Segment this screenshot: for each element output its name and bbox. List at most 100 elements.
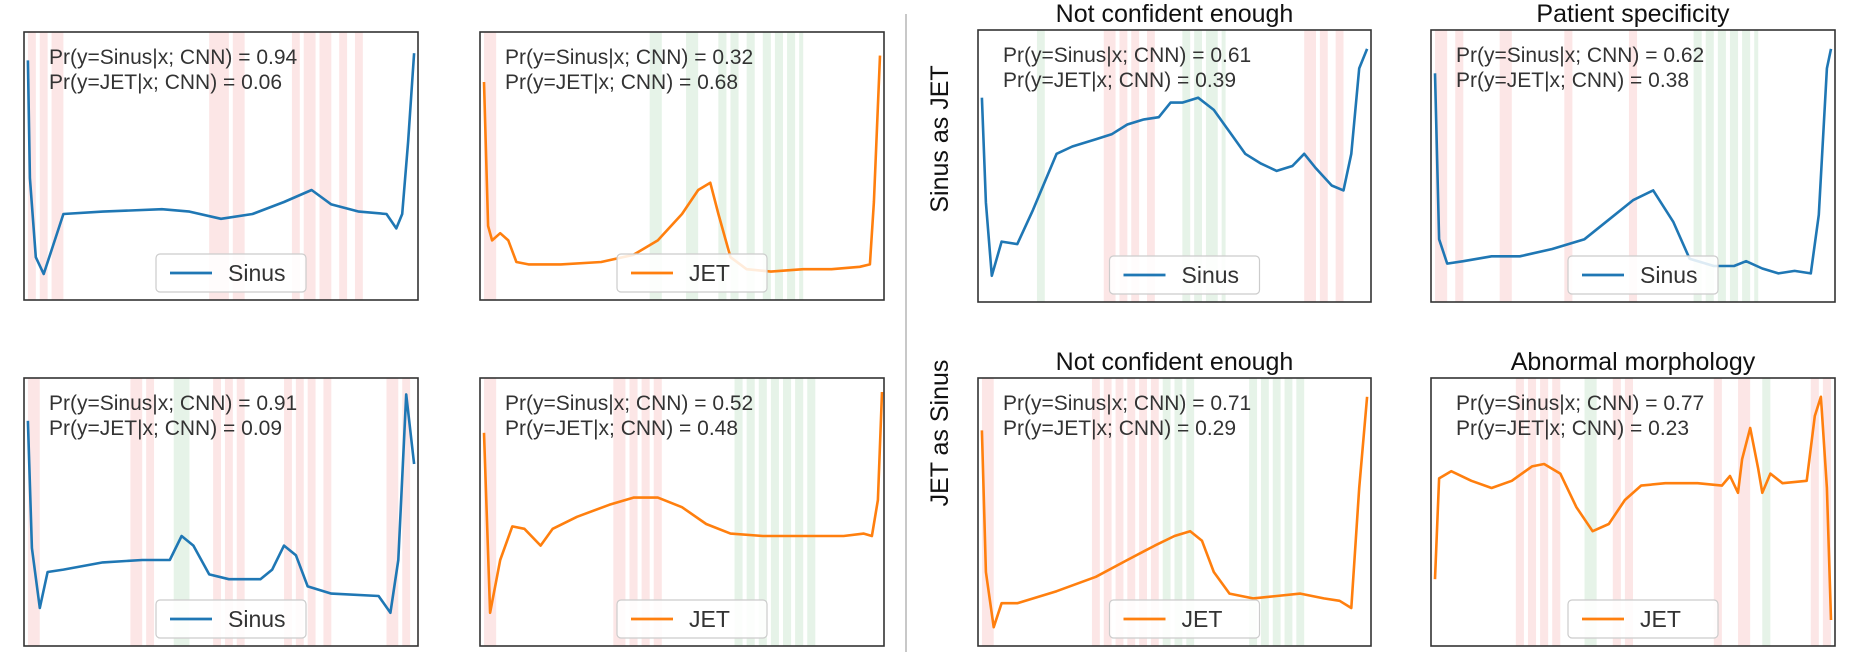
legend-box	[155, 253, 307, 293]
red-band	[1127, 378, 1136, 646]
axes-frame	[1430, 29, 1836, 303]
legend-label: JET	[689, 606, 730, 632]
red-band	[354, 32, 363, 300]
axes-frame	[977, 29, 1372, 303]
axes-frame	[977, 377, 1372, 647]
series-line-sinus	[980, 48, 1369, 278]
red-band	[1455, 30, 1464, 302]
red-band	[1304, 30, 1316, 302]
green-band	[746, 32, 755, 300]
panel-title: Patient specificity	[1536, 0, 1730, 28]
axes-frame	[479, 377, 885, 647]
green-band	[1194, 30, 1203, 302]
series-line-sinus	[1433, 48, 1833, 275]
series-line-jet	[1433, 395, 1833, 621]
green-band	[746, 378, 755, 646]
red-band	[1624, 378, 1633, 646]
red-band	[27, 32, 36, 300]
red-band	[1515, 378, 1524, 646]
panel-title: Abnormal morphology	[1511, 348, 1756, 376]
green-band	[1693, 30, 1702, 302]
green-band	[770, 378, 779, 646]
green-band	[173, 378, 190, 646]
legend-label: Sinus	[228, 606, 286, 632]
red-band	[1335, 30, 1344, 302]
green-band	[1272, 378, 1281, 646]
red-band	[1552, 378, 1561, 646]
green-band	[1221, 30, 1226, 302]
green-band	[1260, 378, 1269, 646]
legend-box	[616, 599, 768, 639]
series-line-jet	[980, 396, 1369, 629]
red-band	[213, 378, 221, 646]
red-band	[641, 378, 650, 646]
green-band	[787, 32, 796, 300]
axes-frame	[1430, 377, 1836, 647]
legend-box	[1567, 599, 1719, 639]
legend-box	[1108, 255, 1261, 295]
green-band	[1717, 30, 1726, 302]
green-band	[1182, 30, 1191, 302]
legend-label: JET	[689, 260, 730, 286]
panel-title: Not confident enough	[1056, 0, 1294, 28]
red-band	[484, 32, 497, 300]
green-band	[1036, 30, 1045, 302]
red-band	[1564, 30, 1573, 302]
probability-annotation: Pr(y=Sinus|x; CNN) = 0.91	[49, 392, 297, 415]
legend-box	[155, 599, 307, 639]
probability-annotation: Pr(y=Sinus|x; CNN) = 0.52	[505, 392, 753, 415]
red-band	[39, 32, 48, 300]
red-band	[386, 378, 399, 646]
red-band	[484, 378, 497, 646]
green-band	[718, 32, 727, 300]
red-band	[1139, 378, 1147, 646]
probability-annotation: Pr(y=JET|x; CNN) = 0.39	[1003, 69, 1236, 92]
red-band	[1499, 30, 1512, 302]
series-line-sinus	[26, 53, 416, 276]
red-band	[402, 378, 411, 646]
green-band	[1705, 30, 1714, 302]
red-band	[1810, 378, 1819, 646]
series-line-sinus	[26, 393, 416, 615]
red-band	[284, 378, 292, 646]
green-band	[799, 32, 804, 300]
green-band	[1249, 378, 1258, 646]
green-band	[1284, 378, 1293, 646]
legend-label: Sinus	[228, 260, 286, 286]
red-band	[653, 378, 662, 646]
red-band	[613, 378, 626, 646]
red-band	[1115, 378, 1124, 646]
green-band	[758, 378, 767, 646]
red-band	[1103, 30, 1116, 302]
legend-label: JET	[1640, 606, 1681, 632]
red-band	[1150, 378, 1159, 646]
row-label-sinus-as-jet: Sinus as JET	[926, 65, 954, 212]
probability-annotation: Pr(y=Sinus|x; CNN) = 0.62	[1456, 44, 1704, 67]
green-band	[1584, 378, 1597, 646]
red-band	[1119, 30, 1128, 302]
red-band	[209, 32, 229, 300]
red-band	[1146, 30, 1155, 302]
legend-label: Sinus	[1182, 262, 1240, 288]
green-band	[762, 32, 771, 300]
red-band	[1628, 30, 1638, 302]
axes-frame	[479, 31, 885, 301]
green-band	[1205, 30, 1218, 302]
green-band	[734, 378, 743, 646]
panel-title: Not confident enough	[1056, 348, 1294, 376]
red-band	[1091, 378, 1100, 646]
red-band	[146, 378, 155, 646]
probability-annotation: Pr(y=Sinus|x; CNN) = 0.32	[505, 46, 753, 69]
red-band	[1738, 378, 1751, 646]
probability-annotation: Pr(y=JET|x; CNN) = 0.38	[1456, 69, 1689, 92]
green-band	[1162, 378, 1171, 646]
legend-box	[1108, 599, 1261, 639]
green-band	[774, 32, 783, 300]
